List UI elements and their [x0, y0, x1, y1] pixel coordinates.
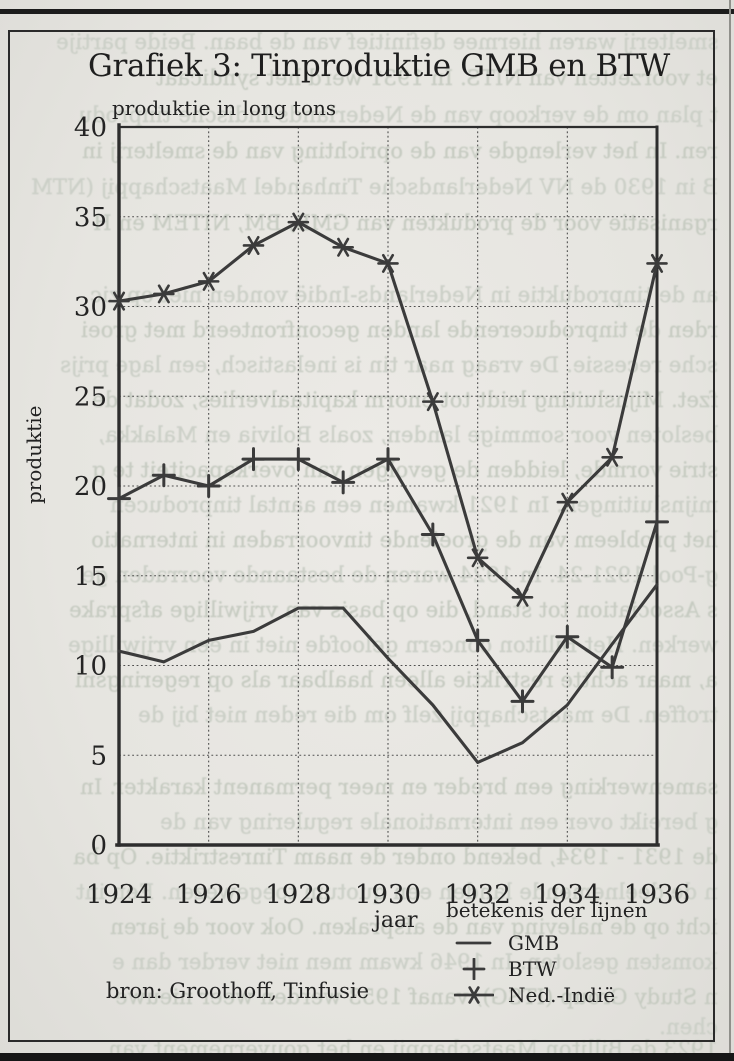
- page-scan-edge-right: [729, 0, 731, 1061]
- x-tick-label: 1924: [86, 880, 152, 910]
- series-ned-indi-: [108, 212, 668, 607]
- y-tick-label: 20: [74, 472, 107, 502]
- chart-title: Grafiek 3: Tinproduktie GMB en BTW: [88, 48, 670, 84]
- legend-item: BTW: [446, 956, 676, 982]
- legend: betekenis der lijnen GMB BTW Ned.-Indië: [446, 898, 676, 1008]
- y-tick-label: 5: [90, 741, 107, 771]
- star-marker-icon: [454, 986, 494, 1004]
- x-tick-label: 1936: [624, 880, 690, 910]
- y-tick-label: 30: [74, 293, 107, 323]
- page-scan-edge-bottom: [0, 1053, 734, 1061]
- x-tick-label: 1928: [265, 880, 331, 910]
- y-tick-label: 10: [74, 652, 107, 682]
- x-tick-labels: 1924 1926 1928 1930 1932 1934 1936: [86, 880, 690, 910]
- star-markers: [108, 212, 668, 607]
- x-axis-title: jaar: [374, 908, 418, 933]
- plot-border: [115, 123, 660, 847]
- plus-marker-icon: [462, 958, 486, 980]
- legend-item-label: Ned.-Indië: [508, 983, 616, 1007]
- legend-title: betekenis der lijnen: [446, 898, 648, 922]
- legend-item: GMB: [446, 930, 676, 956]
- legend-item-label: GMB: [508, 931, 560, 955]
- page-scan-edge-top: [0, 9, 734, 14]
- x-tick-label: 1926: [176, 880, 242, 910]
- y-tick-label: 15: [74, 562, 107, 592]
- legend-item-label: BTW: [508, 957, 557, 981]
- y-tick-labels: 0 5 10 15 20 25 30 35 40: [74, 113, 107, 861]
- series-gmb: [117, 583, 659, 764]
- plus-markers: [107, 447, 669, 714]
- chart-subtitle: produktie in long tons: [112, 96, 337, 120]
- y-tick-label: 40: [74, 113, 107, 143]
- series-btw: [107, 447, 669, 714]
- solid-line-icon: [455, 941, 492, 945]
- y-tick-label: 25: [74, 382, 107, 412]
- y-axis-title: produktie: [22, 405, 46, 504]
- legend-item: Ned.-Indië: [446, 982, 676, 1008]
- source-caption: bron: Groothoff, Tinfusie: [106, 979, 370, 1003]
- x-tick-label: 1934: [534, 880, 600, 910]
- x-tick-label: 1930: [355, 880, 421, 910]
- y-tick-label: 35: [74, 203, 107, 233]
- figure-frame: [8, 30, 715, 1042]
- x-tick-label: 1932: [445, 880, 511, 910]
- y-tick-label: 0: [90, 831, 107, 861]
